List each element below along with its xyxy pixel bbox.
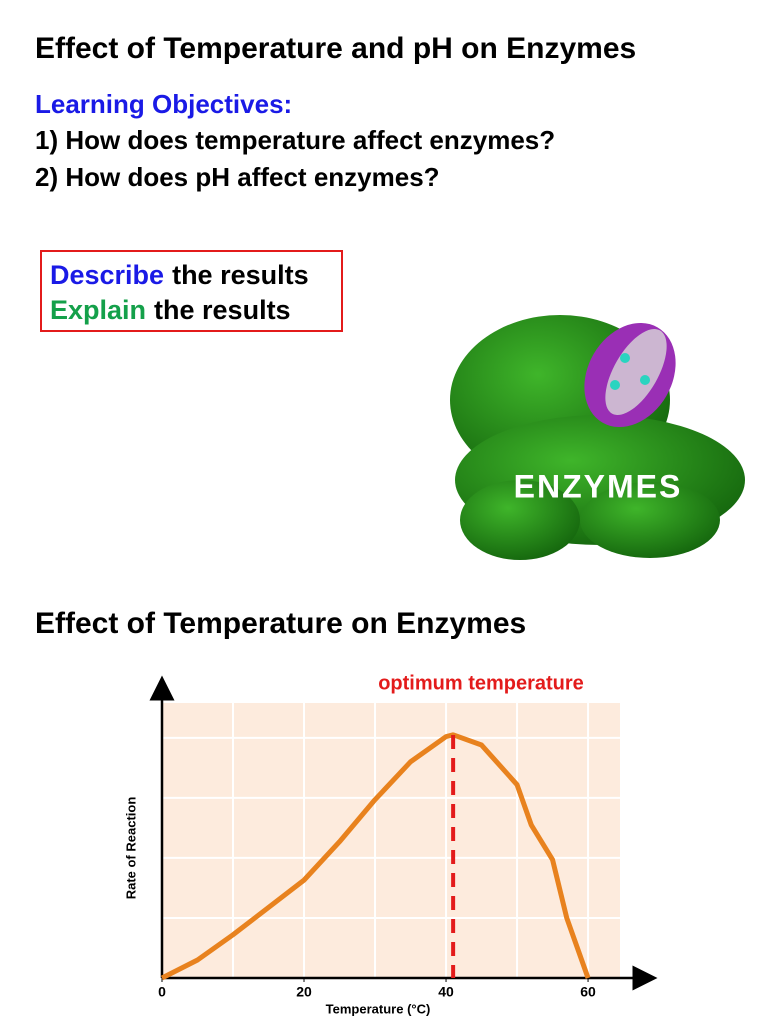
x-tick-label: 60	[580, 984, 596, 1000]
task-box: Describe the results Explain the results	[40, 250, 343, 332]
x-tick-label: 0	[158, 984, 166, 1000]
objective: 1) How does temperature affect enzymes?	[35, 125, 556, 155]
task-text: the results	[154, 295, 291, 325]
curve	[160, 732, 591, 981]
task-verb: Describe	[50, 260, 165, 290]
objectives-heading: Learning Objectives:	[35, 89, 293, 119]
x-tick-label: 40	[438, 984, 454, 1000]
image-label: ENZYMES	[514, 468, 683, 504]
section-title: Effect of Temperature on Enzymes	[35, 607, 527, 640]
page-title: Effect of Temperature and pH on Enzymes	[35, 32, 637, 65]
x-axis-label: Temperature (°C)	[326, 1001, 431, 1016]
annotation: optimum temperature	[378, 672, 584, 694]
y-axis-label: Rate of Reaction	[123, 797, 138, 900]
objective: 2) How does pH affect enzymes?	[35, 162, 440, 192]
task-verb: Explain	[50, 295, 147, 325]
enzyme-image: ENZYMES	[450, 315, 745, 560]
task-text: the results	[172, 260, 309, 290]
x-tick-label: 20	[296, 984, 312, 1000]
